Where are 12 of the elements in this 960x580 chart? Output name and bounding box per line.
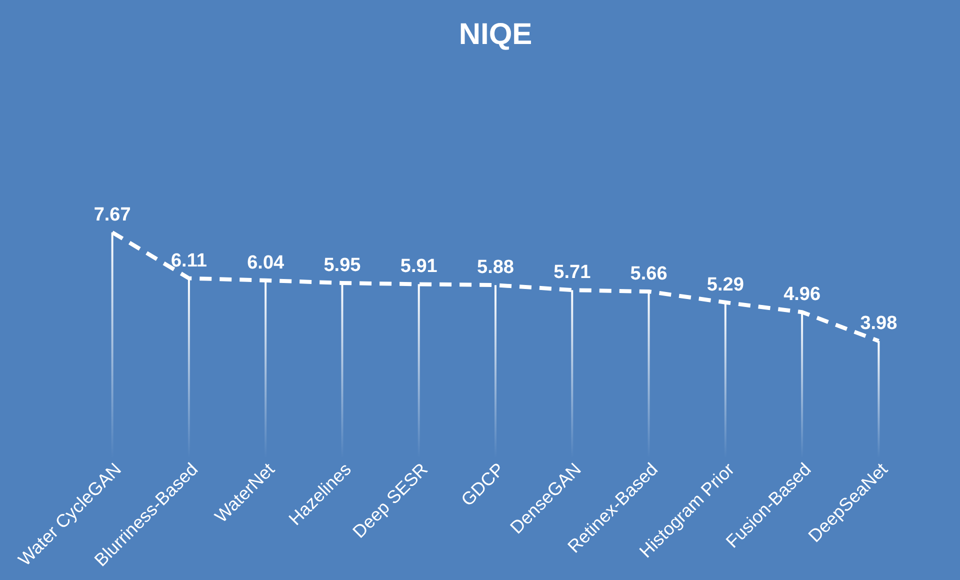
data-label: 5.91 <box>400 256 438 278</box>
chart-title: NIQE <box>458 18 532 51</box>
data-label: 6.04 <box>247 252 285 274</box>
data-label: 4.96 <box>784 284 821 306</box>
data-label: 7.67 <box>94 204 131 226</box>
data-label: 5.29 <box>706 274 744 296</box>
data-label: 5.66 <box>630 264 668 285</box>
data-label: 5.71 <box>554 262 592 284</box>
data-label: 5.95 <box>324 255 362 276</box>
data-label: 5.88 <box>477 257 514 278</box>
data-label: 6.11 <box>170 250 208 272</box>
data-label: 3.98 <box>860 312 898 334</box>
